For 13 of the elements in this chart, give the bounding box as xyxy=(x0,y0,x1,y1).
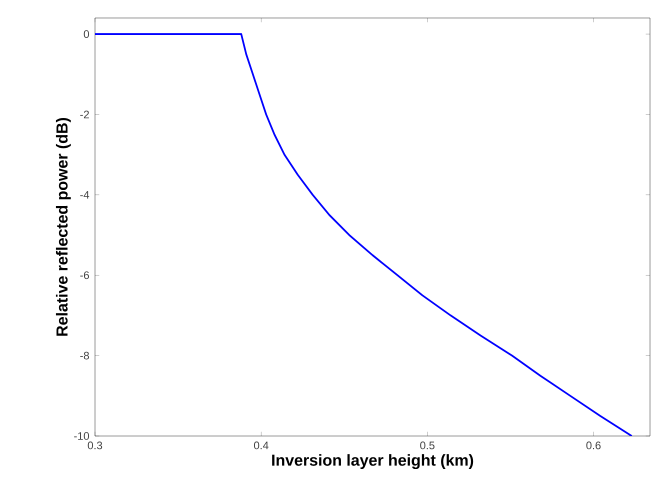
y-axis-title: Relative reflected power (dB) xyxy=(56,118,71,336)
y-tick-label: -2 xyxy=(80,110,89,118)
x-tick-label: 0.6 xyxy=(586,442,601,450)
y-tick-label: -8 xyxy=(80,352,89,360)
x-tick-label: 0.3 xyxy=(88,442,102,450)
x-tick-label: 0.4 xyxy=(254,442,268,450)
line-series xyxy=(95,33,633,436)
y-tick-label: 0 xyxy=(84,30,90,38)
x-axis-title: Inversion layer height (km) xyxy=(272,454,474,470)
y-tick-label: -6 xyxy=(80,271,89,280)
x-tick-label: 0.5 xyxy=(420,442,434,450)
y-tick-label: -10 xyxy=(74,432,90,440)
y-tick-label: -4 xyxy=(80,191,90,199)
